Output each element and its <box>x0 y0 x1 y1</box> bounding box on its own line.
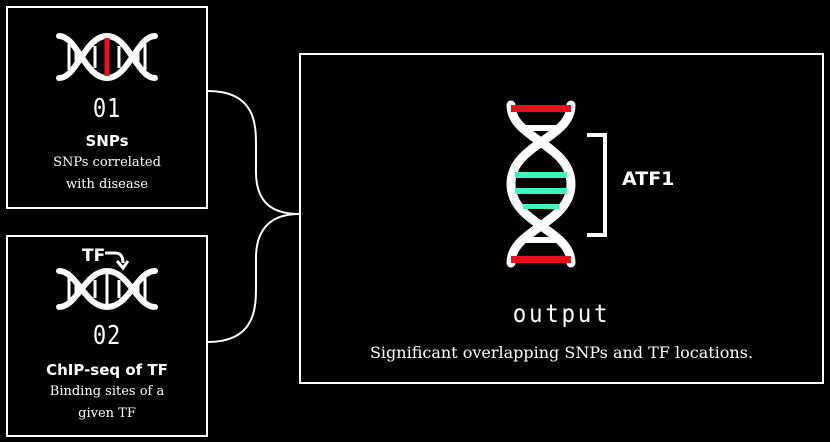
curved-arrow-icon <box>105 251 129 271</box>
step-number: 02 <box>92 321 122 351</box>
dna-icon <box>56 32 158 82</box>
output-description: Significant overlapping SNPs and TF loca… <box>369 343 754 362</box>
step-description: Binding sites of a given TF <box>49 384 165 421</box>
step-number: 01 <box>92 94 122 124</box>
dna-icon <box>56 267 158 311</box>
dna-icon <box>506 100 576 268</box>
step-title: ChIP-seq of TF <box>46 361 168 379</box>
output-box: ATF1 output Significant overlapping SNPs… <box>299 53 824 384</box>
step-snps-box: 01 SNPs SNPs correlated with disease <box>6 6 208 209</box>
output-title: output <box>512 299 611 328</box>
tf-label: TF <box>82 246 106 266</box>
step-chipseq-box: TF 02 ChIP-seq of TF Binding sites of a … <box>6 235 208 437</box>
bracket-icon <box>587 133 607 237</box>
bracket-label: ATF1 <box>622 168 675 190</box>
step-title: SNPs <box>85 132 129 150</box>
step-description: SNPs correlated with disease <box>53 155 161 192</box>
